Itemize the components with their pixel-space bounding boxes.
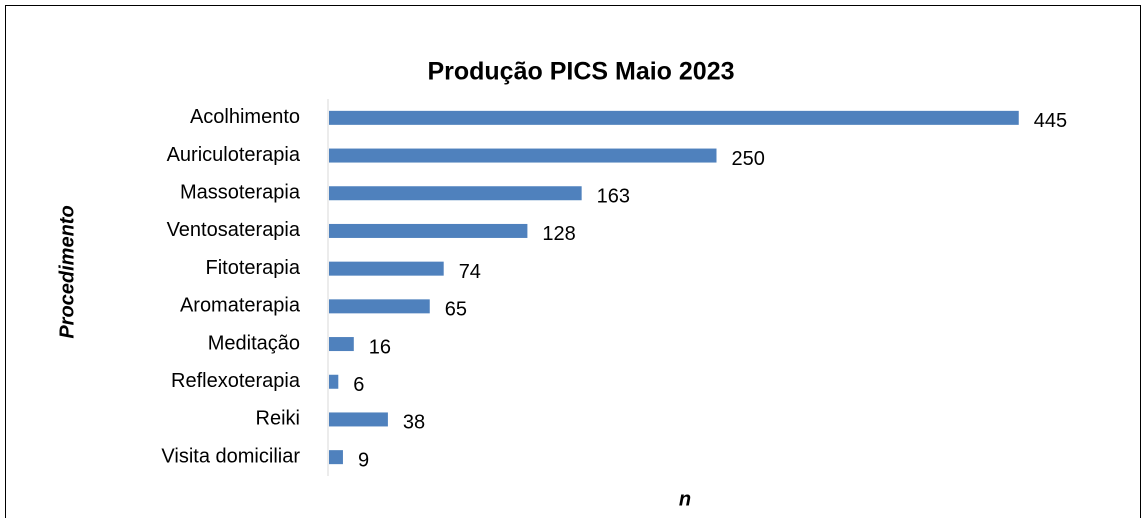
value-label: 74	[459, 261, 481, 283]
value-label: 9	[358, 449, 369, 471]
value-label: 16	[369, 336, 391, 358]
value-label: 65	[445, 299, 467, 321]
y-tick-label: Ventosaterapia	[167, 219, 301, 241]
value-label: 38	[403, 412, 425, 434]
y-tick-label: Reflexoterapia	[171, 370, 301, 392]
value-label: 163	[597, 186, 630, 208]
bar	[329, 299, 430, 314]
y-tick-label: Meditação	[208, 332, 300, 354]
bar	[329, 223, 528, 238]
value-label: 250	[732, 148, 765, 170]
value-label: 128	[542, 223, 575, 245]
bar	[329, 450, 343, 465]
chart-border	[5, 5, 1141, 518]
y-tick-label: Massoterapia	[180, 182, 301, 204]
bar	[329, 261, 444, 276]
y-tick-label: Aromaterapia	[180, 295, 301, 317]
bar	[329, 412, 388, 427]
y-tick-label: Auriculoterapia	[167, 144, 301, 166]
bar	[329, 186, 582, 201]
bar	[329, 148, 717, 163]
chart-title: Produção PICS Maio 2023	[427, 58, 734, 86]
y-tick-label: Acolhimento	[190, 106, 300, 128]
bar	[329, 110, 1019, 125]
y-axis-label: Procedimento	[56, 205, 78, 338]
y-tick-label: Reiki	[256, 408, 300, 430]
bar	[329, 337, 354, 352]
x-axis-label: n	[679, 488, 691, 510]
bar	[329, 374, 339, 389]
y-tick-label: Visita domiciliar	[161, 445, 300, 467]
value-label: 445	[1034, 110, 1067, 132]
y-tick-label: Fitoterapia	[206, 257, 301, 279]
value-label: 6	[353, 374, 364, 396]
